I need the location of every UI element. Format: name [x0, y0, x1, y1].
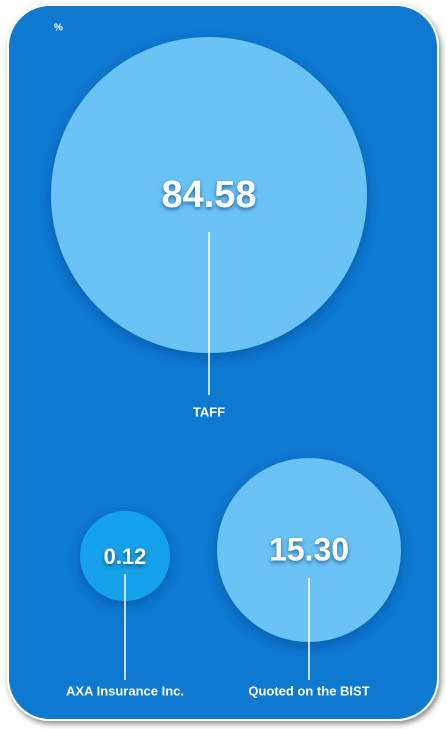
bubble — [217, 458, 401, 642]
value-label: 0.12 — [104, 544, 147, 569]
unit-label: % — [54, 23, 63, 34]
category-label: Quoted on the BIST — [248, 683, 369, 698]
category-label: TAFF — [193, 404, 225, 419]
bubble — [51, 37, 367, 353]
value-label: 15.30 — [269, 531, 349, 567]
value-label: 84.58 — [161, 174, 256, 216]
bubble — [80, 511, 170, 601]
category-label: AXA Insurance Inc. — [66, 683, 184, 698]
